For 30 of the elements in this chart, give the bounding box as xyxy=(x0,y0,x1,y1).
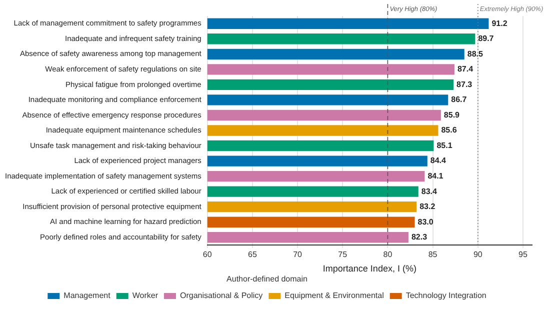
legend-title: Author-defined domain xyxy=(226,274,308,284)
data-label: 88.5 xyxy=(467,49,484,58)
x-tick-label: 70 xyxy=(293,250,303,260)
data-label: 86.7 xyxy=(451,95,468,104)
x-tick-label: 85 xyxy=(428,250,438,260)
data-label: 82.3 xyxy=(411,232,428,242)
data-label: 83.4 xyxy=(421,186,438,196)
data-label: 84.4 xyxy=(430,156,447,166)
data-label: 84.1 xyxy=(428,172,444,181)
x-tick-label: 95 xyxy=(518,250,528,260)
legend-label: Equipment & Environmental xyxy=(284,291,384,300)
x-tick-label: 90 xyxy=(473,250,483,260)
x-tick-label: 80 xyxy=(383,250,393,260)
data-label: 85.9 xyxy=(444,110,460,120)
x-tick-label: 75 xyxy=(338,250,348,260)
data-label: 87.3 xyxy=(456,80,473,89)
legend-label: Technology Integration xyxy=(406,291,486,300)
legend-label: Worker xyxy=(132,291,158,300)
legend-label: Management xyxy=(64,291,112,300)
x-tick-label: 65 xyxy=(248,250,258,260)
x-tick-label: 60 xyxy=(202,250,212,260)
data-label: 91.2 xyxy=(492,18,508,28)
data-label: 83.0 xyxy=(418,217,434,226)
legend-label: Organisational & Policy xyxy=(180,291,263,300)
data-label: 83.2 xyxy=(420,202,436,212)
data-label: 87.4 xyxy=(457,64,474,74)
data-label: 85.1 xyxy=(436,140,453,150)
x-axis-title: Importance Index, I (%) xyxy=(322,263,416,274)
data-label: 89.7 xyxy=(478,34,494,44)
data-label: 85.6 xyxy=(441,126,458,135)
